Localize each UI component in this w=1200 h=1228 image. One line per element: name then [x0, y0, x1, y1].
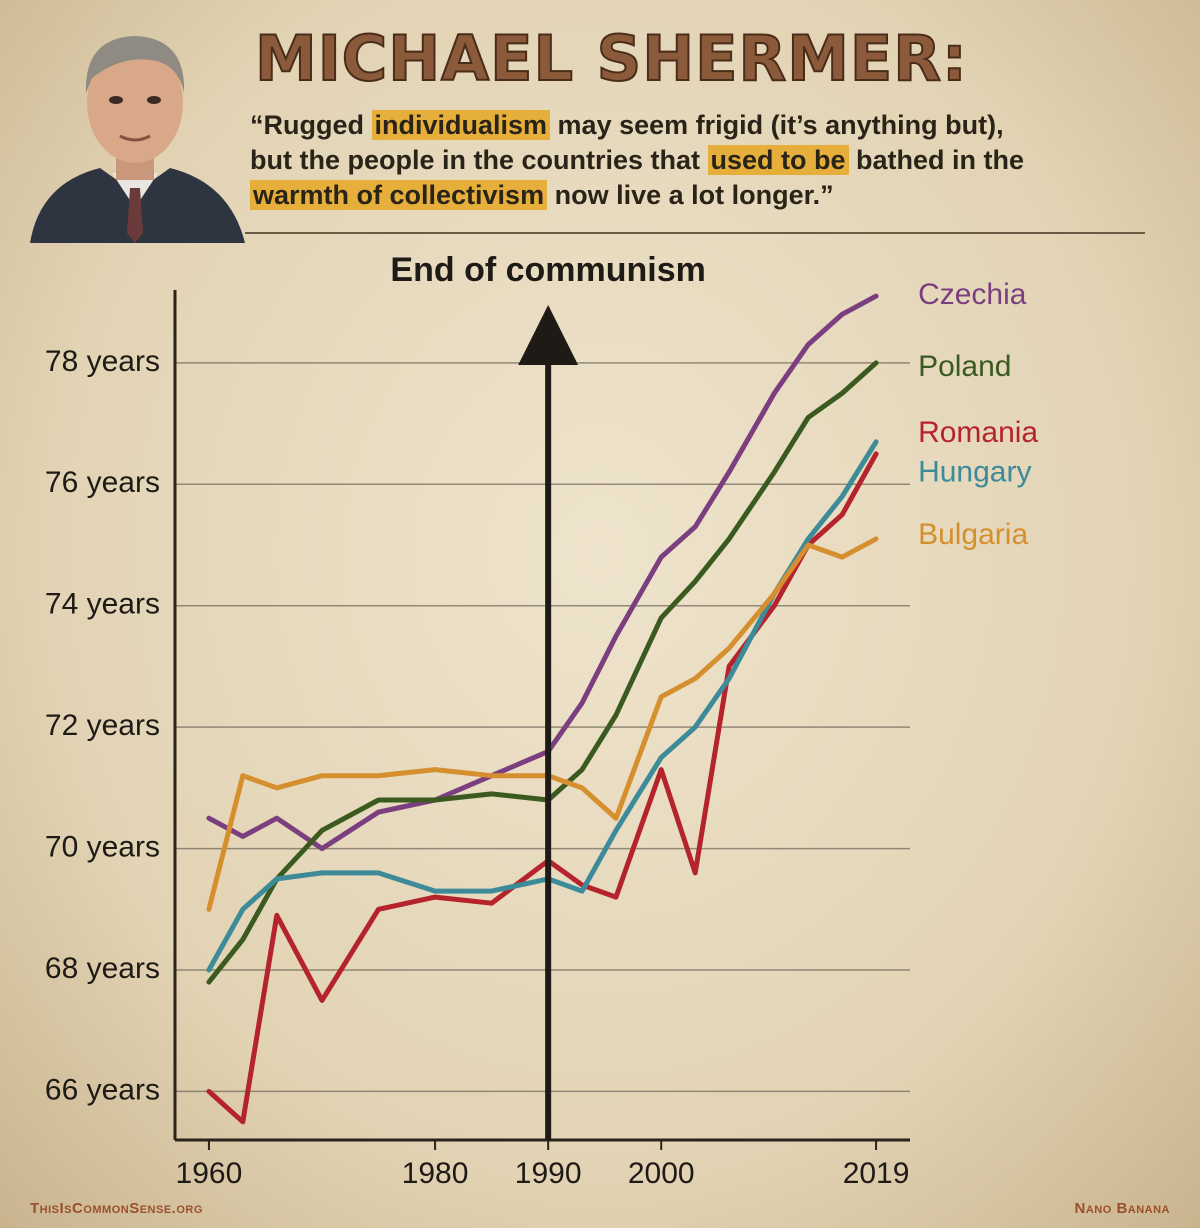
x-tick-label: 2000: [628, 1157, 695, 1190]
quote-line: warmth of collectivism now live a lot lo…: [250, 178, 1170, 213]
y-tick-label: 74 years: [45, 588, 160, 621]
series-label: Hungary: [918, 456, 1031, 489]
x-tick-label: 1960: [176, 1157, 243, 1190]
quote-text: may seem frigid (it’s anything but),: [550, 110, 1004, 140]
footer-right: Nano Banana: [1074, 1200, 1170, 1217]
quote-text: bathed in the: [848, 145, 1025, 175]
y-tick-label: 78 years: [45, 345, 160, 378]
quote-highlight: individualism: [371, 110, 551, 140]
annotation-text: End of communism: [390, 251, 705, 289]
y-tick-label: 66 years: [45, 1073, 160, 1106]
series-line: [206, 360, 879, 985]
quote-highlight: used to be: [707, 145, 849, 175]
quote: “Rugged individualism may seem frigid (i…: [250, 108, 1170, 213]
quote-highlight: warmth of collectivism: [250, 180, 548, 210]
portrait: [30, 36, 245, 243]
quote-line: but the people in the countries that use…: [250, 143, 1170, 178]
rule: [245, 232, 1145, 234]
y-tick-label: 68 years: [45, 952, 160, 985]
x-tick-label: 2019: [843, 1157, 910, 1190]
quote-text: “Rugged: [250, 110, 372, 140]
title: MICHAEL SHERMER:: [254, 21, 968, 96]
series-line: [206, 536, 879, 912]
x-tick-label: 1990: [515, 1157, 582, 1190]
y-tick-label: 76 years: [45, 466, 160, 499]
quote-line: “Rugged individualism may seem frigid (i…: [250, 108, 1170, 143]
series-line: [206, 293, 879, 852]
y-tick-label: 72 years: [45, 709, 160, 742]
series-label: Romania: [918, 416, 1038, 449]
series-line: [206, 451, 879, 1125]
x-tick-label: 1980: [402, 1157, 469, 1190]
y-tick-label: 70 years: [45, 830, 160, 863]
series-label: Czechia: [918, 278, 1027, 311]
series-line: [206, 439, 879, 973]
footer-left: ThisIsCommonSense.org: [30, 1200, 203, 1217]
quote-text: but the people in the countries that: [250, 145, 708, 175]
series-label: Bulgaria: [918, 518, 1028, 551]
series-label: Poland: [918, 350, 1011, 383]
quote-text: now live a lot longer.”: [547, 180, 834, 210]
